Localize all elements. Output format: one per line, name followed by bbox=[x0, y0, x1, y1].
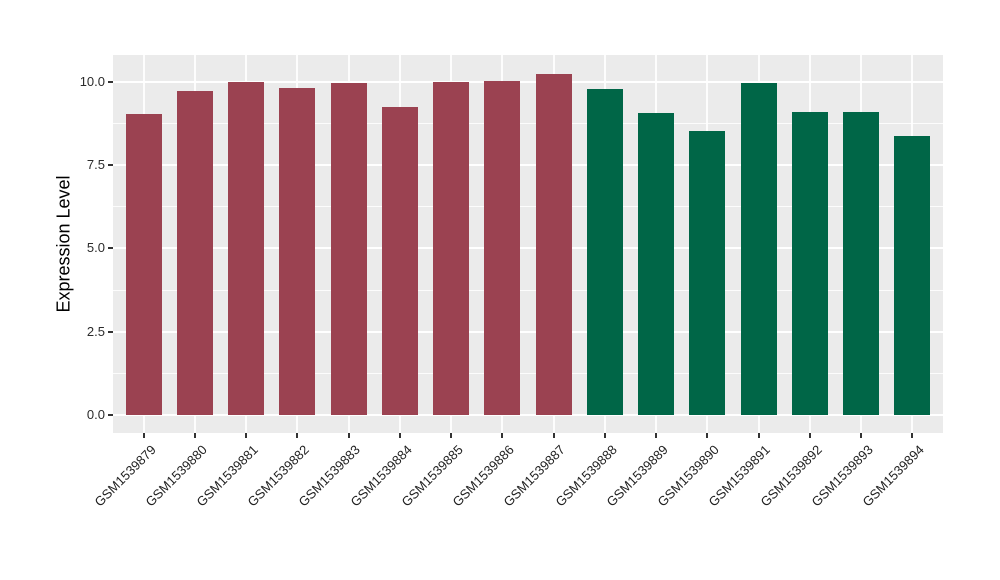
x-tick-mark bbox=[398, 433, 401, 438]
bar-GSM1539883 bbox=[330, 83, 367, 415]
x-tick-mark bbox=[193, 433, 196, 438]
y-tick-mark bbox=[108, 330, 113, 333]
y-axis-title: Expression Level bbox=[53, 175, 74, 313]
gridline-major bbox=[113, 414, 943, 416]
x-tick-mark bbox=[808, 433, 811, 438]
bar-GSM1539889 bbox=[638, 113, 675, 415]
gridline-major bbox=[113, 80, 943, 83]
y-tick-mark bbox=[108, 80, 113, 83]
x-tick-mark bbox=[296, 433, 299, 438]
x-tick-mark bbox=[501, 433, 504, 438]
bar-GSM1539886 bbox=[484, 80, 521, 415]
y-tick-label: 5.0 bbox=[86, 240, 105, 256]
x-tick-mark bbox=[142, 433, 145, 438]
gridline-major bbox=[113, 330, 943, 333]
y-tick-mark bbox=[108, 414, 113, 416]
gridline-major bbox=[113, 247, 943, 250]
y-tick-mark bbox=[108, 247, 113, 250]
y-tick-label: 7.5 bbox=[86, 157, 105, 172]
bar-GSM1539879 bbox=[125, 114, 162, 415]
x-tick-mark bbox=[603, 433, 606, 438]
x-tick-mark bbox=[860, 433, 863, 438]
bar-GSM1539884 bbox=[381, 106, 418, 415]
gridline-minor bbox=[113, 206, 943, 208]
bar-GSM1539882 bbox=[279, 88, 316, 415]
bar-GSM1539881 bbox=[228, 82, 265, 415]
y-tick-label: 10.0 bbox=[79, 73, 105, 89]
gridline-minor bbox=[113, 122, 943, 124]
gridline-minor bbox=[113, 289, 943, 291]
x-tick-mark bbox=[911, 433, 914, 438]
x-tick-mark bbox=[450, 433, 453, 438]
gridline-major bbox=[113, 164, 943, 166]
y-tick-label: 2.5 bbox=[86, 323, 105, 339]
bar-GSM1539885 bbox=[433, 82, 470, 415]
gridline-minor bbox=[113, 372, 943, 374]
bar-GSM1539887 bbox=[535, 74, 572, 415]
bar-GSM1539890 bbox=[689, 131, 726, 415]
plot-panel bbox=[113, 55, 943, 433]
x-tick-mark bbox=[347, 433, 350, 438]
y-tick-label: 0.0 bbox=[86, 407, 105, 422]
y-tick-mark bbox=[108, 164, 113, 166]
x-tick-mark bbox=[245, 433, 248, 438]
bar-GSM1539894 bbox=[894, 135, 931, 415]
bar-GSM1539891 bbox=[740, 83, 777, 415]
x-tick-mark bbox=[655, 433, 658, 438]
bar-GSM1539888 bbox=[586, 89, 623, 415]
bar-GSM1539893 bbox=[843, 111, 880, 415]
bar-GSM1539892 bbox=[791, 111, 828, 415]
x-tick-mark bbox=[552, 433, 555, 438]
x-tick-mark bbox=[757, 433, 760, 438]
x-tick-mark bbox=[706, 433, 709, 438]
bar-GSM1539880 bbox=[176, 90, 213, 415]
